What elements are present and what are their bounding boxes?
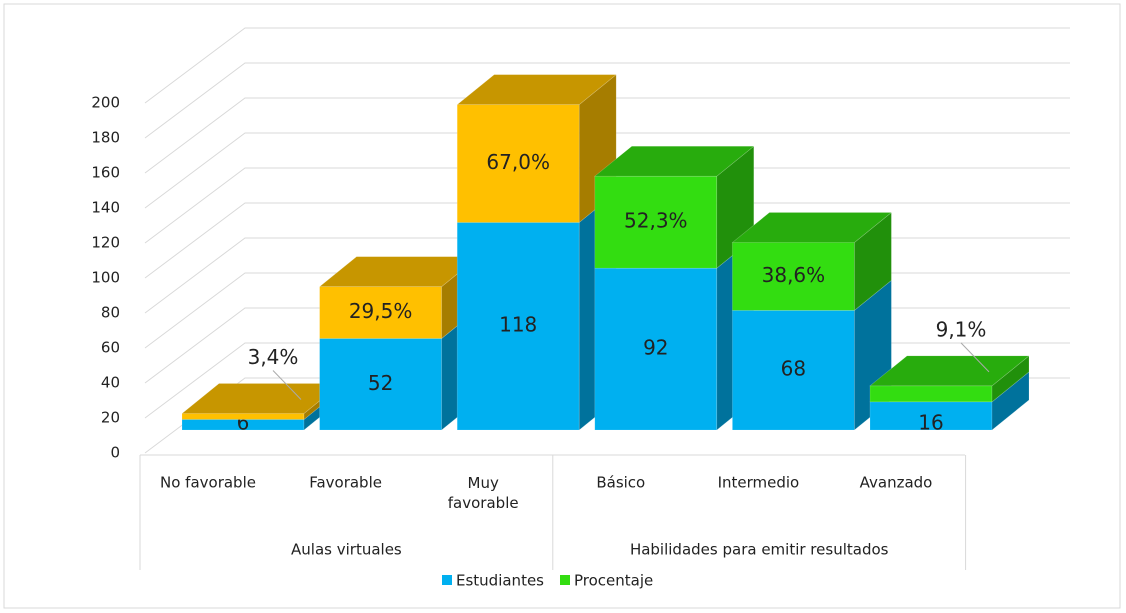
bar-front bbox=[181, 413, 305, 420]
legend-swatch bbox=[560, 575, 570, 585]
y-tick-label: 100 bbox=[91, 269, 120, 287]
y-tick-label: 40 bbox=[101, 374, 120, 392]
group-label: Habilidades para emitir resultados bbox=[630, 541, 889, 559]
data-label: 16 bbox=[918, 411, 943, 435]
legend-label: Procentaje bbox=[574, 572, 653, 590]
x-tick-label: Muy favorable bbox=[448, 474, 519, 512]
x-tick-label: Intermedio bbox=[718, 474, 800, 492]
grid-line bbox=[144, 167, 1070, 244]
x-tick-label: Avanzado bbox=[860, 474, 933, 492]
bar-top bbox=[456, 74, 618, 105]
grid-line bbox=[144, 62, 1070, 139]
data-label: 9,1% bbox=[936, 317, 987, 341]
data-label: 118 bbox=[499, 313, 537, 337]
grid-line bbox=[144, 97, 1070, 174]
x-tick-label: Favorable bbox=[309, 474, 382, 492]
x-tick-label-line: Muy bbox=[468, 474, 499, 492]
y-tick-label: 120 bbox=[91, 234, 120, 252]
group-label: Aulas virtuales bbox=[291, 541, 402, 559]
x-tick-label: No favorable bbox=[160, 474, 256, 492]
grid-line bbox=[144, 202, 1070, 279]
bar-top bbox=[869, 355, 1030, 387]
y-tick-label: 0 bbox=[110, 444, 120, 462]
bar-top bbox=[731, 212, 893, 243]
x-tick-label: Básico bbox=[596, 474, 645, 492]
data-label: 92 bbox=[643, 336, 668, 360]
y-tick-label: 140 bbox=[91, 199, 120, 217]
y-tick-label: 20 bbox=[101, 409, 120, 427]
x-tick-label-line: favorable bbox=[448, 494, 519, 512]
y-tick-label: 80 bbox=[101, 304, 120, 322]
data-label: 38,6% bbox=[762, 263, 826, 287]
grid-line bbox=[144, 132, 1070, 209]
legend-label: Estudiantes bbox=[456, 572, 544, 590]
legend-swatch bbox=[442, 575, 452, 585]
data-label: 52 bbox=[368, 371, 393, 395]
leader-line bbox=[272, 370, 302, 400]
data-label: 68 bbox=[781, 357, 806, 381]
y-tick-label: 180 bbox=[91, 129, 120, 147]
y-tick-label: 200 bbox=[91, 94, 120, 112]
bar-front bbox=[869, 385, 993, 403]
leader-line bbox=[960, 342, 990, 373]
grid-line bbox=[144, 27, 1070, 104]
y-tick-label: 60 bbox=[101, 339, 120, 357]
y-tick-label: 160 bbox=[91, 164, 120, 182]
data-label: 3,4% bbox=[248, 345, 299, 369]
data-label: 67,0% bbox=[486, 150, 550, 174]
bar-top bbox=[593, 145, 755, 177]
data-label: 52,3% bbox=[624, 209, 688, 233]
data-label: 29,5% bbox=[349, 299, 413, 323]
